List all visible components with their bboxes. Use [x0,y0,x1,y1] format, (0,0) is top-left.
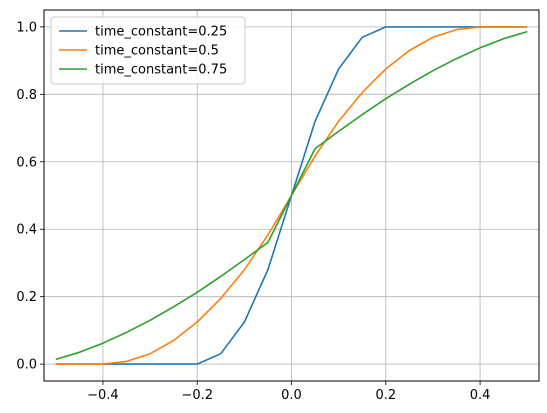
y-tick-label: 0.2 [16,290,37,305]
legend-box [50,16,246,85]
y-tick-label: 0.0 [16,358,37,373]
y-tick-label: 0.8 [16,88,37,103]
x-tick-label: 0.0 [281,388,302,403]
legend: time_constant=0.25 time_constant=0.5 time_… [50,16,246,85]
axis-ticks: −0.4 −0.2 0.0 0.2 0.4 0.0 0.2 0.4 0.6 0.8 1.0 [16,20,490,403]
legend-entry: time_constant=0.5 [95,44,219,59]
legend-entry: time_constant=0.75 [95,63,227,78]
y-tick-label: 0.4 [16,223,37,238]
y-tick-label: 0.6 [16,155,37,170]
x-tick-label: −0.2 [181,388,213,403]
series-lines [55,26,528,365]
x-tick-label: 0.2 [375,388,396,403]
x-tick-label: 0.4 [470,388,491,403]
legend-entry: time_constant=0.25 [95,25,227,40]
series-line [55,30,528,361]
y-tick-label: 1.0 [16,20,37,35]
x-tick-label: −0.4 [87,388,119,403]
